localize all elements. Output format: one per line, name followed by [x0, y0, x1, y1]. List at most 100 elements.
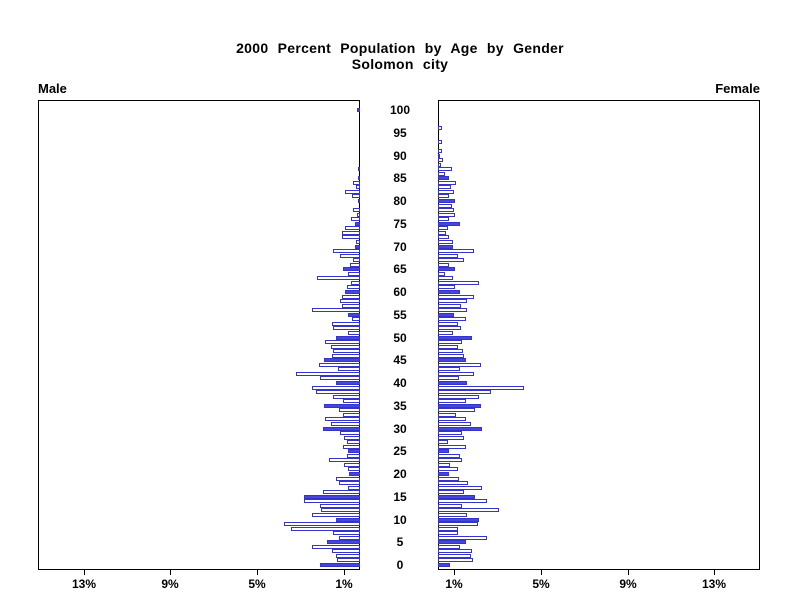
male-bar-age-60	[345, 290, 360, 294]
male-bar-age-40	[336, 381, 360, 385]
female-plot-area	[438, 100, 760, 570]
male-bar-age-71	[356, 240, 360, 244]
male-bar-age-76	[351, 217, 360, 221]
female-bar-age-32	[438, 417, 466, 421]
age-axis-label-35: 35	[393, 399, 407, 413]
male-bar-age-19	[336, 477, 360, 481]
male-bar-age-13	[320, 504, 360, 508]
female-bar-age-79	[438, 204, 452, 208]
male-bar-age-20	[349, 472, 360, 476]
male-bar-age-45	[324, 358, 360, 362]
female-bar-age-26	[438, 445, 466, 449]
female-bar-age-48	[438, 345, 458, 349]
male-bar-age-32	[325, 417, 360, 421]
male-bar-age-47	[333, 349, 360, 353]
male-bar-age-59	[342, 295, 360, 299]
female-bar-age-14	[438, 499, 487, 503]
male-bar-age-66	[350, 263, 360, 267]
male-bar-age-38	[316, 390, 360, 394]
male-x-axis-tick-label-13: 13%	[71, 577, 97, 591]
female-bar-age-74	[438, 226, 448, 230]
female-bar-age-33	[438, 413, 456, 417]
male-bar-age-83	[356, 185, 360, 189]
male-bar-age-34	[339, 408, 360, 412]
female-bar-age-13	[438, 504, 462, 508]
male-bar-age-64	[348, 272, 360, 276]
male-bar-age-9	[284, 522, 360, 526]
female-bar-age-90	[438, 154, 440, 158]
female-bar-age-31	[438, 422, 471, 426]
female-bar-age-55	[438, 313, 454, 317]
age-axis-label-90: 90	[393, 149, 407, 163]
male-bar-age-35	[324, 404, 360, 408]
female-bar-age-46	[438, 354, 464, 358]
female-x-axis-tick-9	[628, 570, 629, 575]
female-bar-age-43	[438, 367, 460, 371]
female-bar-age-65	[438, 267, 455, 271]
female-bar-age-96	[438, 126, 442, 130]
male-x-axis-tick-13	[84, 570, 85, 575]
female-bar-age-7	[438, 531, 458, 535]
male-bar-age-80	[358, 199, 360, 203]
female-bar-age-69	[438, 249, 474, 253]
male-bar-age-12	[321, 508, 360, 512]
age-axis-label-40: 40	[393, 376, 407, 390]
age-axis-label-10: 10	[393, 513, 407, 527]
male-bar-age-5	[327, 540, 360, 544]
female-bar-age-61	[438, 285, 455, 289]
female-x-axis-tick-label-5: 5%	[532, 577, 550, 591]
male-bar-age-67	[353, 258, 360, 262]
male-bar-age-81	[352, 194, 360, 198]
female-bar-age-81	[438, 194, 449, 198]
female-bar-age-93	[438, 140, 442, 144]
age-axis-label-30: 30	[393, 422, 407, 436]
female-bar-age-73	[438, 231, 446, 235]
age-axis-label-0: 0	[396, 558, 404, 572]
female-bar-age-71	[438, 240, 453, 244]
female-bar-age-18	[438, 481, 468, 485]
female-bar-age-60	[438, 290, 460, 294]
male-bar-age-41	[320, 376, 360, 380]
male-bar-age-55	[348, 313, 360, 317]
male-bar-age-22	[344, 463, 360, 467]
male-x-axis-tick-9	[170, 570, 171, 575]
male-bar-age-2	[336, 554, 360, 558]
female-bar-age-51	[438, 331, 453, 335]
male-bar-age-87	[358, 167, 360, 171]
female-bar-age-76	[438, 217, 449, 221]
male-x-axis-tick-5	[257, 570, 258, 575]
female-bar-age-45	[438, 358, 466, 362]
male-bar-age-74	[345, 226, 360, 230]
male-bar-age-17	[348, 486, 360, 490]
female-bar-age-78	[438, 208, 454, 212]
female-bar-age-24	[438, 454, 460, 458]
female-bar-age-77	[438, 213, 455, 217]
male-bar-age-62	[351, 281, 360, 285]
female-bar-age-2	[438, 554, 471, 558]
female-bar-age-87	[438, 167, 452, 171]
age-axis-label-70: 70	[393, 240, 407, 254]
male-bar-age-85	[358, 176, 360, 180]
female-bar-age-88	[438, 163, 441, 167]
male-bar-age-28	[344, 436, 360, 440]
female-bar-age-68	[438, 254, 458, 258]
male-x-axis-tick-label-9: 9%	[161, 577, 179, 591]
female-bar-age-83	[438, 185, 451, 189]
male-bar-age-72	[342, 235, 360, 239]
female-bar-age-30	[438, 427, 482, 431]
female-bar-age-22	[438, 463, 450, 467]
female-bar-age-47	[438, 349, 463, 353]
female-bar-age-27	[438, 440, 448, 444]
female-axis-label: Female	[715, 81, 760, 96]
male-bar-age-25	[348, 449, 360, 453]
male-bar-age-65	[343, 267, 360, 271]
age-axis-label-50: 50	[393, 331, 407, 345]
female-bar-age-40	[438, 381, 467, 385]
male-bar-age-46	[332, 354, 360, 358]
female-bar-age-34	[438, 408, 475, 412]
male-x-axis-tick-1	[344, 570, 345, 575]
female-bar-age-50	[438, 336, 472, 340]
male-bar-age-77	[357, 213, 360, 217]
female-bar-age-63	[438, 276, 453, 280]
female-bar-age-84	[438, 181, 456, 185]
